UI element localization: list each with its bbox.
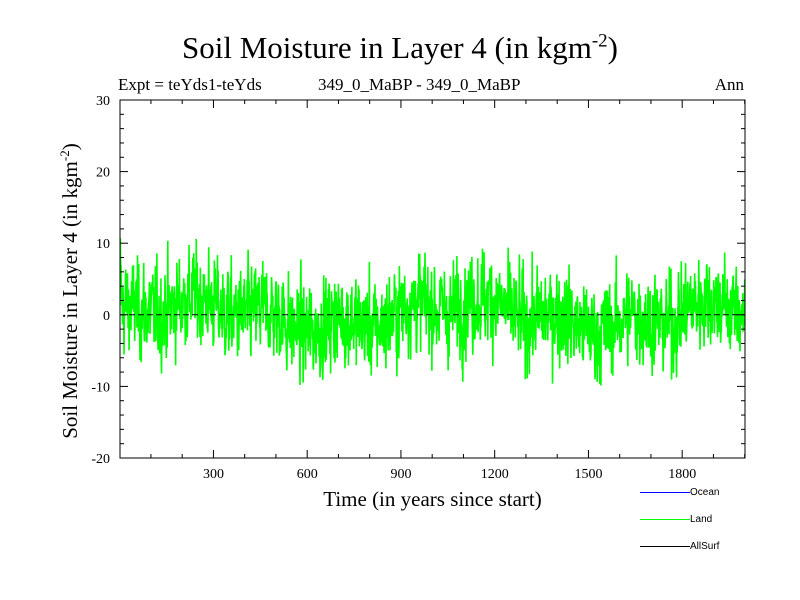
- x-tick-label: 1200: [481, 467, 509, 482]
- chart-title: Soil Moisture in Layer 4 (in kgm-2): [182, 30, 618, 65]
- legend-item-allsurf: AllSurf: [640, 538, 790, 565]
- y-tick-label: -10: [91, 380, 110, 395]
- y-axis-label: Soil Moisture in Layer 4 (in kgm-2): [57, 143, 82, 439]
- legend-item-ocean: Ocean: [640, 484, 790, 511]
- period-label: 349_0_MaBP - 349_0_MaBP: [318, 75, 521, 94]
- land-series-line: [119, 238, 746, 386]
- x-tick-label: 1800: [668, 467, 696, 482]
- legend-swatch-land: [640, 519, 690, 520]
- x-axis-label: Time (in years since start): [323, 487, 542, 511]
- x-tick-label: 1500: [574, 467, 602, 482]
- y-tick-label: -20: [91, 452, 110, 467]
- legend-swatch-allsurf: [640, 546, 690, 547]
- legend-swatch-ocean: [640, 492, 690, 493]
- legend-label-ocean: Ocean: [690, 487, 720, 498]
- legend-item-land: Land: [640, 511, 790, 538]
- y-tick-label: 20: [96, 166, 110, 181]
- x-tick-label: 900: [390, 467, 411, 482]
- legend-label-land: Land: [690, 514, 713, 525]
- season-label: Ann: [714, 75, 744, 94]
- y-tick-label: 0: [103, 309, 110, 324]
- legend: Ocean Land AllSurf: [640, 484, 790, 565]
- y-tick-label: 10: [96, 237, 110, 252]
- x-tick-label: 300: [203, 467, 224, 482]
- experiment-label: Expt = teYds1-teYds: [118, 75, 262, 94]
- x-tick-label: 600: [297, 467, 318, 482]
- legend-label-allsurf: AllSurf: [690, 541, 720, 552]
- y-tick-label: 30: [96, 94, 110, 109]
